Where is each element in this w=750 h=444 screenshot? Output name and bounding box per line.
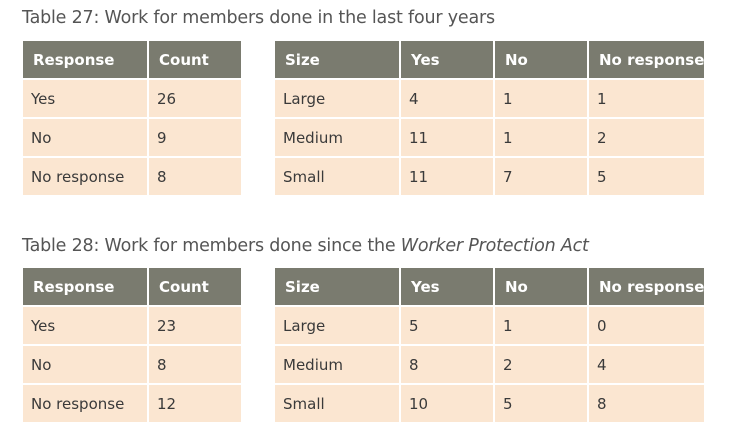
table-cell: 4 (589, 346, 705, 383)
column-header: No response (589, 268, 705, 305)
table-cell: 2 (589, 119, 705, 156)
column-header: Yes (401, 268, 493, 305)
table-cell: 8 (589, 385, 705, 422)
table-cell: No (23, 346, 147, 383)
table-cell: 1 (495, 119, 587, 156)
table-cell: Large (275, 80, 399, 117)
table-row: Yes 26 (23, 80, 241, 117)
table-cell: 9 (149, 119, 241, 156)
table-cell: 5 (401, 307, 493, 344)
table-row: Small 10 5 8 (275, 385, 705, 422)
table-28-title-prefix: Table 28: Work for members done since th… (22, 236, 401, 256)
table-cell: 1 (589, 80, 705, 117)
table-28-title: Table 28: Work for members done since th… (22, 236, 589, 256)
table-cell: No (23, 119, 147, 156)
column-header: Size (275, 268, 399, 305)
table-row: No 8 (23, 346, 241, 383)
table-cell: 26 (149, 80, 241, 117)
column-header: Response (23, 41, 147, 78)
table-cell: Medium (275, 346, 399, 383)
table-row: Yes 23 (23, 307, 241, 344)
table-row: No 9 (23, 119, 241, 156)
table-27-title: Table 27: Work for members done in the l… (22, 8, 495, 28)
table-row: Large 4 1 1 (275, 80, 705, 117)
table-cell: 1 (495, 80, 587, 117)
table-row: Small 11 7 5 (275, 158, 705, 195)
table-cell: 8 (149, 346, 241, 383)
table-cell: Yes (23, 80, 147, 117)
table-cell: Large (275, 307, 399, 344)
column-header: No response (589, 41, 705, 78)
column-header: Yes (401, 41, 493, 78)
table-cell: Medium (275, 119, 399, 156)
table-28-response-table: Response Count Yes 23 No 8 No response 1… (21, 266, 243, 424)
table-cell: 5 (589, 158, 705, 195)
table-row: Large 5 1 0 (275, 307, 705, 344)
table-cell: Small (275, 385, 399, 422)
table-row: Medium 8 2 4 (275, 346, 705, 383)
table-28-title-act: Worker Protection Act (400, 236, 589, 256)
table-cell: 0 (589, 307, 705, 344)
column-header: Count (149, 268, 241, 305)
table-row: Medium 11 1 2 (275, 119, 705, 156)
table-header-row: Size Yes No No response (275, 268, 705, 305)
table-cell: 8 (149, 158, 241, 195)
table-cell: 11 (401, 158, 493, 195)
table-cell: 8 (401, 346, 493, 383)
table-cell: 7 (495, 158, 587, 195)
column-header: No (495, 268, 587, 305)
table-cell: 2 (495, 346, 587, 383)
table-cell: 12 (149, 385, 241, 422)
table-28-size-table: Size Yes No No response Large 5 1 0 Medi… (273, 266, 706, 424)
table-header-row: Response Count (23, 41, 241, 78)
table-cell: No response (23, 385, 147, 422)
table-header-row: Size Yes No No response (275, 41, 705, 78)
table-cell: Yes (23, 307, 147, 344)
table-header-row: Response Count (23, 268, 241, 305)
table-cell: 1 (495, 307, 587, 344)
table-cell: 23 (149, 307, 241, 344)
table-cell: Small (275, 158, 399, 195)
column-header: Size (275, 41, 399, 78)
table-cell: 10 (401, 385, 493, 422)
table-row: No response 8 (23, 158, 241, 195)
table-27-size-table: Size Yes No No response Large 4 1 1 Medi… (273, 39, 706, 197)
column-header: Count (149, 41, 241, 78)
table-cell: 5 (495, 385, 587, 422)
column-header: Response (23, 268, 147, 305)
table-cell: No response (23, 158, 147, 195)
table-row: No response 12 (23, 385, 241, 422)
column-header: No (495, 41, 587, 78)
table-cell: 4 (401, 80, 493, 117)
table-27-response-table: Response Count Yes 26 No 9 No response 8 (21, 39, 243, 197)
table-cell: 11 (401, 119, 493, 156)
